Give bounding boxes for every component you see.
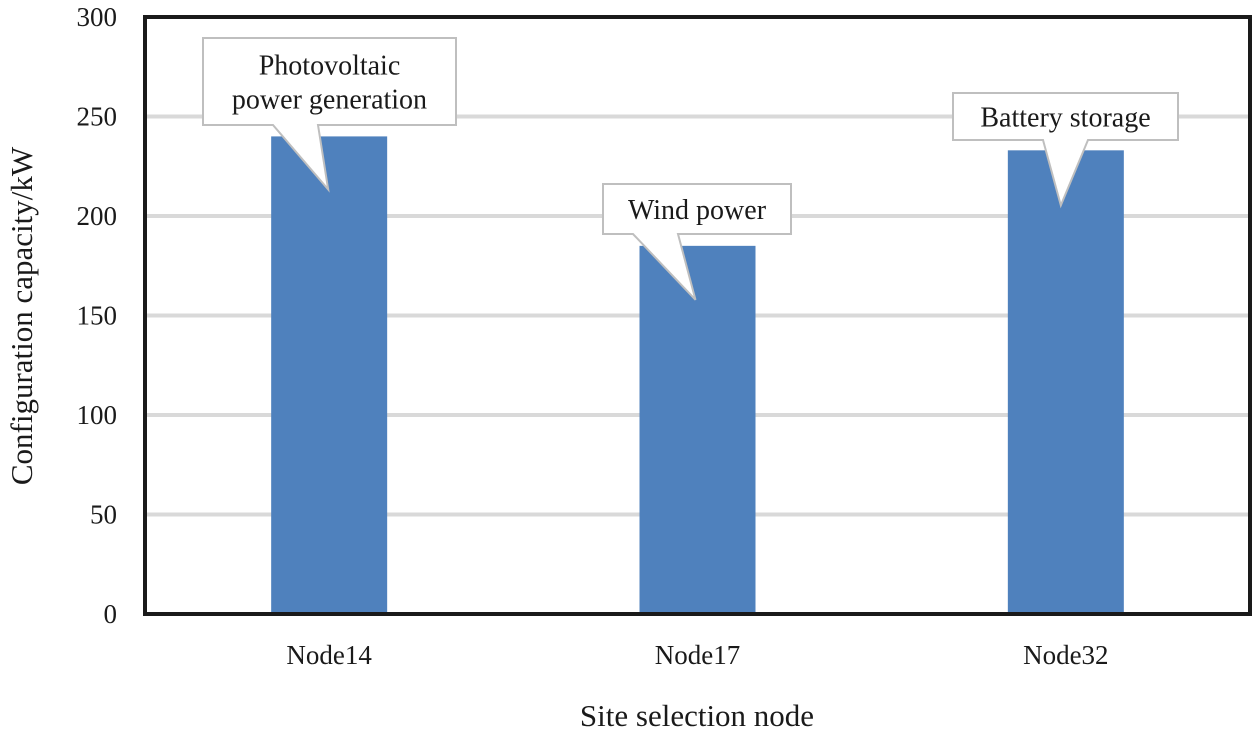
x-tick-label: Node14 xyxy=(286,640,372,670)
y-tick-label: 100 xyxy=(77,400,118,430)
x-tick-label: Node32 xyxy=(1023,640,1108,670)
y-tick-label: 150 xyxy=(77,301,118,331)
bars xyxy=(271,136,1124,614)
callout-bubble xyxy=(202,37,457,193)
x-axis-title: Site selection node xyxy=(580,698,814,733)
callout-bubble xyxy=(602,183,792,301)
y-tick-label: 200 xyxy=(77,201,118,231)
callout-label: power generation xyxy=(232,85,427,116)
callout-label: Wind power xyxy=(628,195,767,226)
y-tick-label: 50 xyxy=(90,500,117,530)
y-tick-labels: 0 50 100 150 200 250 300 xyxy=(77,2,118,629)
x-tick-label: Node17 xyxy=(655,640,740,670)
callout-bubble xyxy=(952,92,1179,209)
y-tick-label: 250 xyxy=(77,102,118,132)
bar-node14 xyxy=(271,136,388,614)
callout-node17: Wind power xyxy=(602,183,792,301)
bar-node17 xyxy=(639,245,756,614)
x-tick-labels: Node14 Node17 Node32 xyxy=(286,640,1108,670)
callout-node32: Battery storage xyxy=(952,92,1179,209)
y-tick-label: 300 xyxy=(77,2,118,32)
plot-frame xyxy=(143,15,1252,616)
y-tick-label: 0 xyxy=(104,599,118,629)
callout-label: Photovoltaic xyxy=(259,51,401,82)
y-axis-title: Configuration capacity/kW xyxy=(4,146,39,485)
bar-node32 xyxy=(1007,150,1124,614)
callout-label: Battery storage xyxy=(980,103,1150,134)
